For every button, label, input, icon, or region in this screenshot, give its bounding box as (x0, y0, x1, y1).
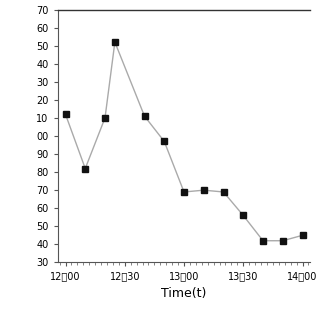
X-axis label: Time(t): Time(t) (161, 287, 207, 300)
